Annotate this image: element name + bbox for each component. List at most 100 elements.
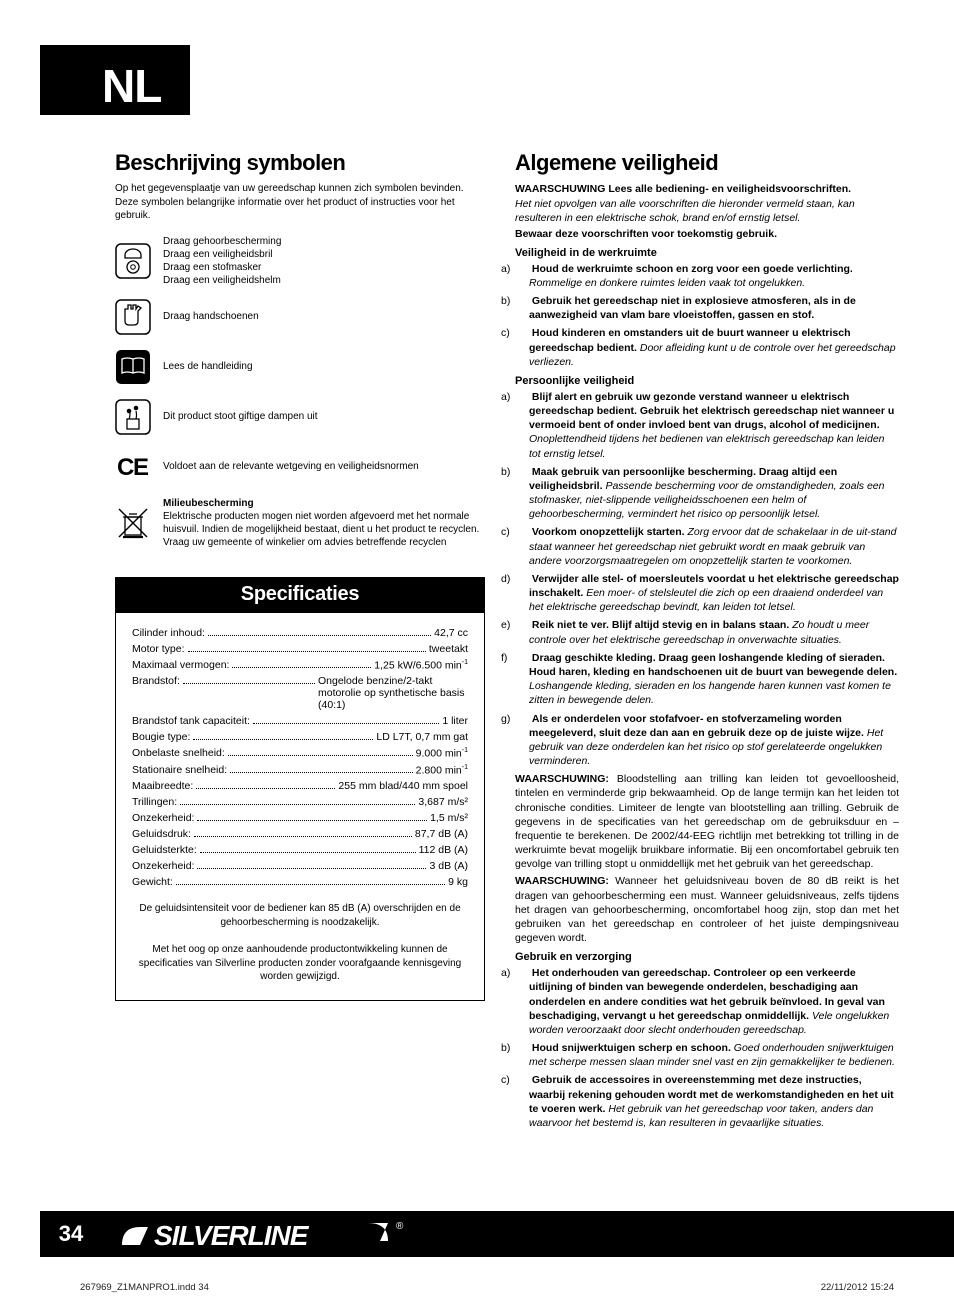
brand-logo: SILVERLINE ® <box>120 1215 430 1253</box>
spec-dots <box>180 796 415 805</box>
spec-dots <box>230 764 412 773</box>
spec-row: Onbelaste snelheid: 9.000 min-1 <box>132 747 468 760</box>
spec-value: 1,5 m/s² <box>430 812 468 824</box>
spec-label: Motor type: <box>132 643 185 655</box>
spec-row: Geluidsterkte: 112 dB (A) <box>132 844 468 856</box>
symbol-text: Dit product stoot giftige dampen uit <box>163 410 318 423</box>
spec-value: 2.800 min-1 <box>416 764 468 777</box>
symbols-intro: Op het gegevensplaatje van uw gereedscha… <box>115 182 485 223</box>
symbol-row: Draag gehoorbeschermingDraag een veiligh… <box>115 235 485 287</box>
symbol-row: Draag handschoenen <box>115 297 485 337</box>
spec-row: Brandstof: Ongelode benzine/2-takt motoro… <box>132 675 468 711</box>
spec-dots <box>193 731 373 740</box>
spec-label: Brandstof: <box>132 675 180 687</box>
spec-dots <box>188 643 426 652</box>
ce-icon: CE <box>115 449 151 485</box>
spec-row: Stationaire snelheid: 2.800 min-1 <box>132 764 468 777</box>
spec-label: Maaibreedte: <box>132 780 193 792</box>
spec-label: Onbelaste snelheid: <box>132 747 225 759</box>
safety-item: c) Gebruik de accessoires in overeenstem… <box>529 1073 899 1130</box>
safety-item: g) Als er onderdelen voor stofafvoer- en… <box>529 712 899 769</box>
safety-title: Algemene veiligheid <box>515 150 899 176</box>
warning-2: Bewaar deze voorschriften voor toekomsti… <box>515 227 899 241</box>
spec-dots <box>176 876 445 885</box>
spec-value: 9 kg <box>448 876 468 888</box>
safety-item: b) Gebruik het gereedschap niet in explo… <box>529 294 899 322</box>
spec-value: LD L7T, 0,7 mm gat <box>376 731 468 743</box>
svg-text:C: C <box>117 454 134 481</box>
language-tab: NL <box>40 45 190 115</box>
page-content: Beschrijving symbolen Op het gegevenspla… <box>115 150 899 1134</box>
specifications-header: Specificaties <box>116 578 484 613</box>
spec-row: Geluidsdruk: 87,7 dB (A) <box>132 828 468 840</box>
spec-row: Onzekerheid: 1,5 m/s² <box>132 812 468 824</box>
spec-label: Brandstof tank capaciteit: <box>132 715 250 727</box>
vibration-warning: WAARSCHUWING: Bloodstelling aan trilling… <box>515 772 899 871</box>
symbols-title: Beschrijving symbolen <box>115 150 485 176</box>
spec-dots <box>194 828 412 837</box>
safety-subheading: Persoonlijke veiligheid <box>515 375 899 387</box>
spec-value: 255 mm blad/440 mm spoel <box>338 780 468 792</box>
spec-label: Bougie type: <box>132 731 190 743</box>
spec-row: Onzekerheid: 3 dB (A) <box>132 860 468 872</box>
spec-value: 112 dB (A) <box>419 844 468 856</box>
fumes-icon <box>115 399 151 435</box>
safety-subheading: Gebruik en verzorging <box>515 951 899 963</box>
spec-dots <box>197 812 427 821</box>
safety-item: b) Houd snijwerktuigen scherp en schoon.… <box>529 1041 899 1069</box>
left-column: Beschrijving symbolen Op het gegevenspla… <box>115 150 485 1134</box>
symbol-row: Lees de handleiding <box>115 347 485 387</box>
spec-value: 87,7 dB (A) <box>415 828 468 840</box>
spec-value: Ongelode benzine/2-takt motorolie op syn… <box>318 675 468 711</box>
spec-row: Motor type: tweetakt <box>132 643 468 655</box>
spec-label: Geluidsterkte: <box>132 844 197 856</box>
svg-text:E: E <box>133 454 149 481</box>
spec-value: 3 dB (A) <box>429 860 468 872</box>
recycle-icon <box>115 505 151 541</box>
symbol-text: Draag gehoorbeschermingDraag een veiligh… <box>163 235 281 287</box>
spec-value: tweetakt <box>429 643 468 655</box>
spec-dots <box>200 844 416 853</box>
footer-bar: 34 SILVERLINE ® <box>40 1211 954 1257</box>
spec-label: Maximaal vermogen: <box>132 659 229 671</box>
spec-row: Trillingen:3,687 m/s² <box>132 796 468 808</box>
warning-1: WAARSCHUWING Lees alle bediening- en vei… <box>515 182 899 196</box>
svg-text:SILVERLINE: SILVERLINE <box>154 1220 310 1251</box>
spec-dots <box>228 747 413 756</box>
spec-row: Brandstof tank capaciteit: 1 liter <box>132 715 468 727</box>
spec-value: 9.000 min-1 <box>416 747 468 760</box>
spec-label: Onzekerheid: <box>132 860 194 872</box>
warning-1-italic: Het niet opvolgen van alle voorschriften… <box>515 197 899 225</box>
spec-dots <box>197 860 426 869</box>
safety-item: b) Maak gebruik van persoonlijke bescher… <box>529 465 899 522</box>
spec-dots <box>232 659 371 668</box>
symbol-text: Draag handschoenen <box>163 310 259 323</box>
safety-subheading: Veiligheid in de werkruimte <box>515 247 899 259</box>
spec-row: Cilinder inhoud:42,7 cc <box>132 627 468 639</box>
spec-label: Geluidsdruk: <box>132 828 191 840</box>
spec-dots <box>196 780 335 789</box>
spec-row: Maaibreedte: 255 mm blad/440 mm spoel <box>132 780 468 792</box>
right-column: Algemene veiligheid WAARSCHUWING Lees al… <box>515 150 899 1134</box>
spec-dots <box>253 715 439 724</box>
safety-list: a) Blijf alert en gebruik uw gezonde ver… <box>515 390 899 768</box>
spec-value: 3,687 m/s² <box>418 796 468 808</box>
svg-text:®: ® <box>396 1221 404 1232</box>
safety-item: a) Het onderhouden van gereedschap. Cont… <box>529 966 899 1037</box>
spec-dots <box>208 627 431 636</box>
ppe-icon <box>115 243 151 279</box>
spec-dots <box>183 675 315 684</box>
spec-value: 1 liter <box>442 715 468 727</box>
manual-icon <box>115 349 151 385</box>
spec-label: Stationaire snelheid: <box>132 764 227 776</box>
symbol-row: Dit product stoot giftige dampen uit <box>115 397 485 437</box>
spec-label: Cilinder inhoud: <box>132 627 205 639</box>
indd-filename: 267969_Z1MANPRO1.indd 34 <box>80 1282 209 1293</box>
safety-list: a) Houd de werkruimte schoon en zorg voo… <box>515 262 899 369</box>
symbol-text: Lees de handleiding <box>163 360 253 373</box>
spec-row: Bougie type: LD L7T, 0,7 mm gat <box>132 731 468 743</box>
symbol-text: MilieubeschermingElektrische producten m… <box>163 497 485 549</box>
symbol-row: MilieubeschermingElektrische producten m… <box>115 497 485 549</box>
safety-list: a) Het onderhouden van gereedschap. Cont… <box>515 966 899 1130</box>
spec-label: Onzekerheid: <box>132 812 194 824</box>
